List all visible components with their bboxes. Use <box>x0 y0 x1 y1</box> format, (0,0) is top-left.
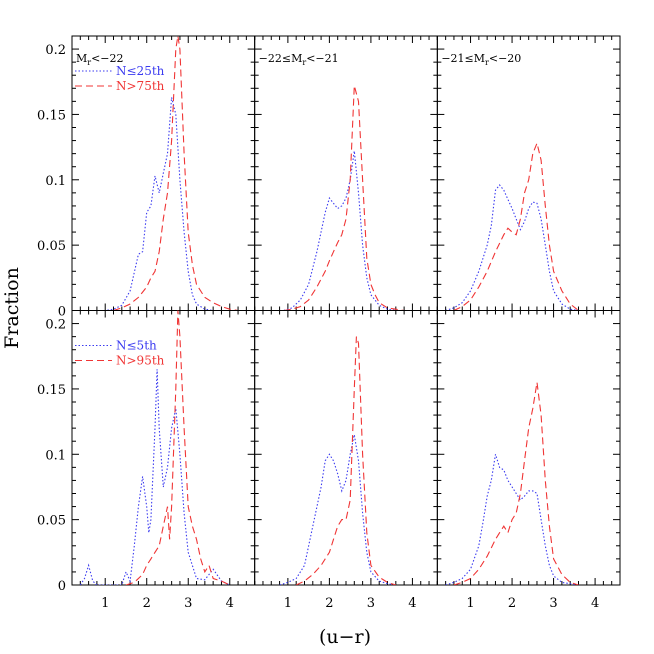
series-line-low <box>96 97 230 311</box>
panel-label: −21≤Mr<−20 <box>441 52 521 67</box>
series-line-low <box>445 454 579 585</box>
x-axis-title: (u−r) <box>319 626 371 648</box>
legend-label-high: N>95th <box>116 354 165 368</box>
y-tick-label: 0.1 <box>45 448 66 463</box>
series-line-high <box>453 141 579 311</box>
panel-frame <box>254 310 438 586</box>
panel-frame <box>436 35 621 311</box>
y-axis-title: Fraction <box>1 267 23 349</box>
y-tick-label: 0.05 <box>37 239 66 254</box>
x-tick-label: 2 <box>143 596 151 611</box>
x-tick-label: 2 <box>325 596 333 611</box>
x-tick-label: 2 <box>508 596 516 611</box>
y-tick-label: 0.2 <box>45 43 66 58</box>
panel-label: Mr<−22 <box>76 52 124 67</box>
panel-1-2: 1 2 3 4 <box>436 310 621 611</box>
x-tick-label: 3 <box>549 596 557 611</box>
x-tick-label: 3 <box>184 596 192 611</box>
panel-label: −22≤Mr<−21 <box>259 52 339 67</box>
x-tick-label: 1 <box>284 596 292 611</box>
series-line-high <box>113 36 239 311</box>
legend-label-low: N≤25th <box>116 64 165 78</box>
y-tick-label: 0.05 <box>37 514 66 529</box>
y-tick-label: 0 <box>58 305 66 320</box>
x-tick-label: 4 <box>591 596 599 611</box>
panel-frame <box>436 310 621 586</box>
series-line-high <box>283 85 405 311</box>
panel-frame <box>71 310 256 586</box>
x-tick-label: 1 <box>466 596 474 611</box>
x-tick-label: 3 <box>367 596 375 611</box>
series-line-high <box>125 310 231 585</box>
x-tick-label: 4 <box>226 596 234 611</box>
series-line-low <box>79 369 231 585</box>
x-tick-label: 1 <box>101 596 109 611</box>
panel-1-1: 1 2 3 4 <box>254 310 438 611</box>
series-line-low <box>445 184 579 311</box>
y-tick-label: 0.1 <box>45 174 66 189</box>
y-tick-label: 0.15 <box>37 108 66 123</box>
legend-label-low: N≤5th <box>116 339 157 353</box>
series-line-high <box>453 382 579 585</box>
y-tick-label: 0 <box>58 579 66 594</box>
panel-0-1: −22≤Mr<−21 <box>254 35 438 311</box>
y-tick-label: 0.2 <box>45 318 66 333</box>
legend-label-high: N>75th <box>116 79 165 93</box>
panel-0-2: −21≤Mr<−20 <box>436 35 621 311</box>
series-line-high <box>295 336 396 585</box>
y-tick-label: 0.15 <box>37 383 66 398</box>
x-tick-label: 4 <box>408 596 416 611</box>
series-line-low <box>279 434 396 585</box>
series-line-low <box>283 150 396 311</box>
panel-frame <box>254 35 438 311</box>
